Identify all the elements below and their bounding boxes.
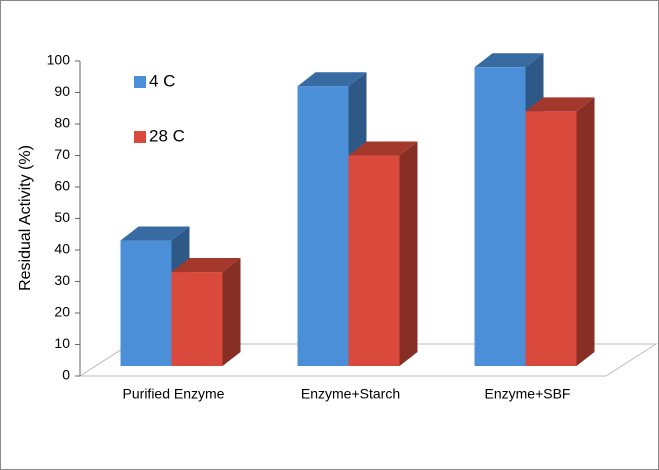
y-tick-label: 100 [47,52,71,68]
bar-top [120,226,190,241]
y-tick-label: 40 [54,241,70,257]
x-tick-label: Purified Enzyme [123,386,225,402]
x-tick-label: Enzyme+Starch [301,386,400,402]
bar-top [525,97,595,112]
bar-top [474,53,544,68]
y-tick-label: 0 [62,367,70,383]
bar [171,272,223,366]
bar-top [348,141,418,156]
y-tick-label: 60 [54,178,70,194]
legend-swatch [134,76,146,88]
y-tick-label: 20 [54,304,70,320]
bar-side [399,141,418,366]
bar [348,155,400,366]
bar [474,67,526,367]
y-axis-label: Residual Activity (%) [17,145,34,291]
bar-top [297,72,367,87]
bar-top [171,258,241,273]
y-tick-label: 50 [54,209,70,225]
y-tick-label: 90 [54,83,70,99]
y-tick-label: 80 [54,115,70,131]
bar-side [576,97,595,367]
bar [525,111,577,367]
legend-swatch [134,131,146,143]
y-tick-label: 70 [54,146,70,162]
bar [120,240,172,366]
y-tick-label: 30 [54,272,70,288]
legend-label: 4 C [149,71,175,90]
y-tick-label: 10 [54,335,70,351]
legend-label: 28 C [149,126,185,145]
x-tick-label: Enzyme+SBF [485,386,571,402]
bar [297,86,349,366]
bar-side [222,258,241,366]
